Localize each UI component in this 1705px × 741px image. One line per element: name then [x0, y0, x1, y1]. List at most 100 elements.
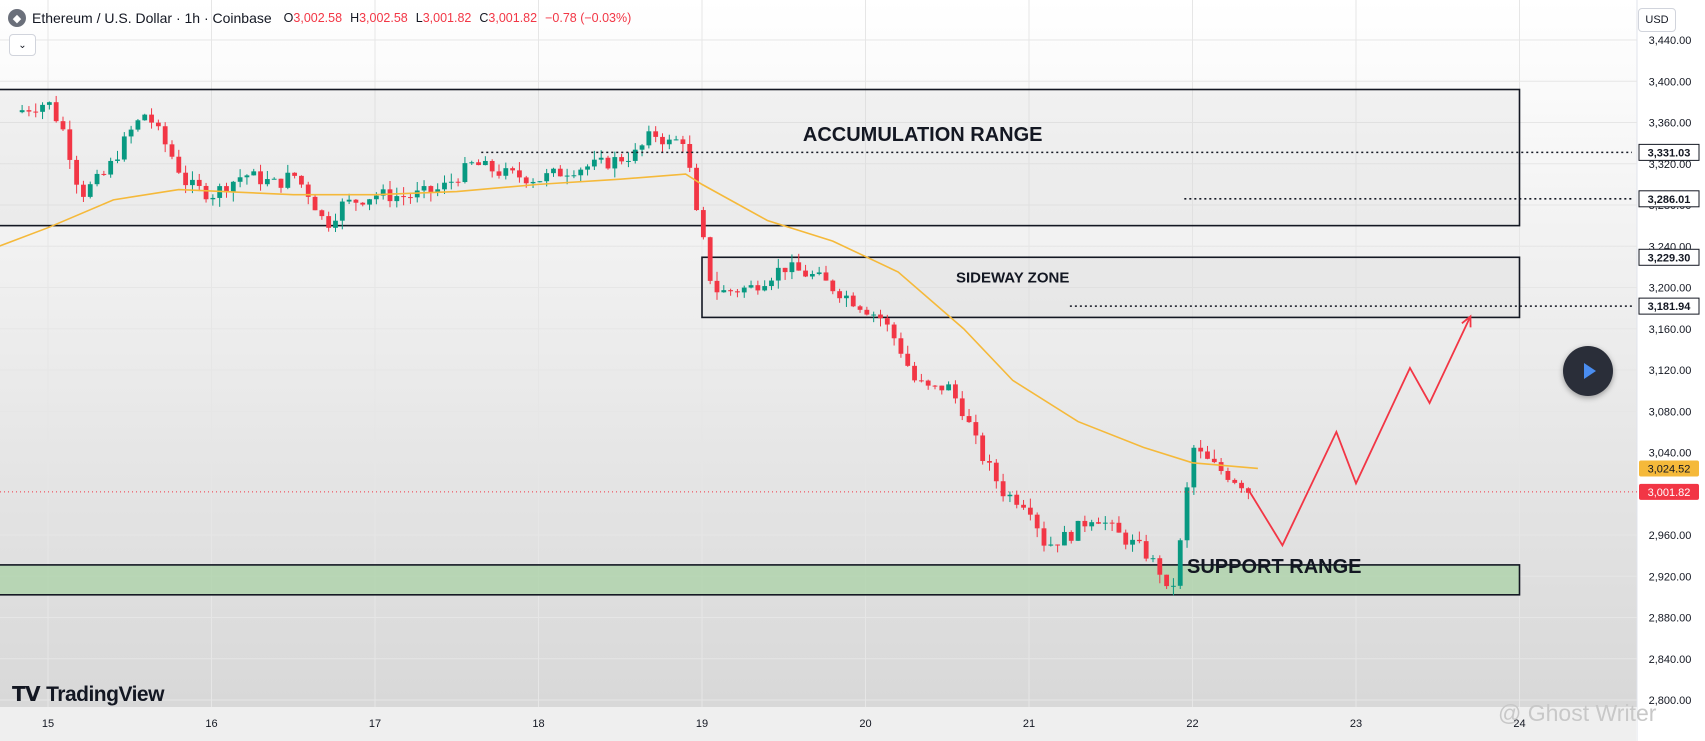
- candle-body: [660, 136, 665, 145]
- candle-body: [809, 274, 815, 277]
- candle-body: [176, 156, 182, 173]
- candle-body: [46, 102, 52, 105]
- candle-body: [1225, 470, 1231, 480]
- price-change: −0.78 (−0.03%): [545, 11, 632, 25]
- candle-body: [319, 210, 325, 217]
- candle-body: [966, 416, 972, 423]
- chevron-down-icon: ⌄: [18, 39, 27, 51]
- ma-price-tag: [1639, 460, 1699, 477]
- candle-body: [190, 179, 195, 186]
- candle-body: [728, 290, 734, 292]
- candle-body: [1157, 558, 1163, 575]
- candle-body: [360, 202, 366, 205]
- candle-body: [544, 173, 550, 182]
- candle-body: [939, 385, 945, 391]
- candle-body: [196, 179, 202, 186]
- candle-body: [912, 365, 917, 381]
- candle-body: [19, 110, 25, 113]
- candle-body: [312, 196, 318, 211]
- x-tick-label: 15: [42, 718, 54, 730]
- candle-body: [612, 157, 618, 169]
- candle-body: [1245, 488, 1251, 493]
- candle-body: [183, 172, 189, 186]
- candle-body: [210, 197, 216, 200]
- candle-body: [149, 114, 154, 123]
- level-tag-label: 3,286.01: [1648, 194, 1691, 206]
- collapse-legend-button[interactable]: ⌄: [9, 34, 36, 56]
- candle-body: [1055, 544, 1061, 546]
- ethereum-icon: ◆: [8, 9, 26, 27]
- price-price-tag: [1639, 483, 1699, 500]
- y-tick-label: 3,200.00: [1649, 283, 1692, 295]
- y-tick-label: 2,920.00: [1649, 571, 1692, 583]
- candle-body: [135, 120, 141, 130]
- time-axis-background: [0, 707, 1637, 741]
- candle-body: [1205, 451, 1210, 459]
- candle-body: [33, 111, 39, 113]
- candle-body: [285, 172, 291, 188]
- support-range-box: [0, 564, 1521, 596]
- candle-body: [714, 280, 720, 293]
- candle-body: [1191, 447, 1197, 488]
- candle-body: [40, 104, 45, 112]
- candle-body: [1014, 494, 1020, 505]
- candle-body: [1000, 481, 1006, 497]
- candle-body: [598, 157, 604, 160]
- candle-body: [299, 175, 304, 185]
- level-tag: [1638, 297, 1700, 315]
- candle-body: [224, 186, 229, 193]
- candle-body: [1048, 544, 1054, 546]
- candle-body: [803, 270, 808, 277]
- candle-body: [1062, 531, 1067, 546]
- accumulation-range-box: [0, 88, 1521, 227]
- level-tag: [1638, 190, 1700, 208]
- candle-body: [925, 380, 931, 386]
- candle-body: [816, 272, 822, 275]
- currency-selector[interactable]: USD: [1638, 8, 1676, 32]
- candle-body: [1068, 531, 1074, 541]
- candle-body: [1171, 585, 1176, 587]
- candle-body: [844, 295, 849, 299]
- candle-body: [571, 175, 577, 177]
- candle-body: [442, 182, 447, 190]
- candle-body: [1150, 558, 1156, 560]
- candle-body: [823, 272, 829, 281]
- candle-body: [1102, 522, 1108, 524]
- candle-body: [1130, 539, 1135, 545]
- tradingview-logo[interactable]: 𝗧𝗩 TradingView: [12, 682, 164, 707]
- candle-body: [891, 324, 897, 339]
- box-tag-label: 3,229.30: [1648, 252, 1691, 264]
- candle-body: [510, 168, 516, 171]
- candle-body: [980, 435, 986, 461]
- candle-body: [707, 237, 713, 281]
- candle-body: [428, 186, 434, 193]
- candle-body: [1198, 447, 1204, 452]
- symbol-legend: ◆ Ethereum / U.S. Dollar · 1h · Coinbase…: [8, 9, 631, 27]
- box-tag: [1638, 248, 1700, 266]
- y-tick-label: 2,880.00: [1649, 613, 1692, 625]
- ohlc-high: H3,002.58: [350, 11, 408, 25]
- candle-body: [782, 267, 788, 273]
- candle-body: [108, 160, 114, 175]
- candle-body: [694, 167, 699, 211]
- candle-body: [898, 338, 904, 354]
- candle-body: [155, 122, 161, 127]
- candle-body: [557, 168, 563, 177]
- ma-price-tag-label: 3,024.52: [1648, 463, 1691, 475]
- candle-body: [1143, 541, 1149, 559]
- candle-body: [1034, 514, 1040, 529]
- candle-body: [864, 309, 870, 315]
- candle-body: [673, 139, 679, 141]
- candle-body: [775, 267, 781, 281]
- candle-body: [373, 195, 379, 200]
- replay-button[interactable]: [1563, 346, 1613, 396]
- candle-body: [476, 162, 481, 166]
- candle-body: [523, 177, 529, 184]
- y-tick-label: 3,440.00: [1649, 35, 1692, 47]
- candle-body: [857, 306, 863, 310]
- candle-body: [769, 280, 774, 287]
- candle-body: [1211, 458, 1217, 463]
- candle-body: [878, 314, 883, 319]
